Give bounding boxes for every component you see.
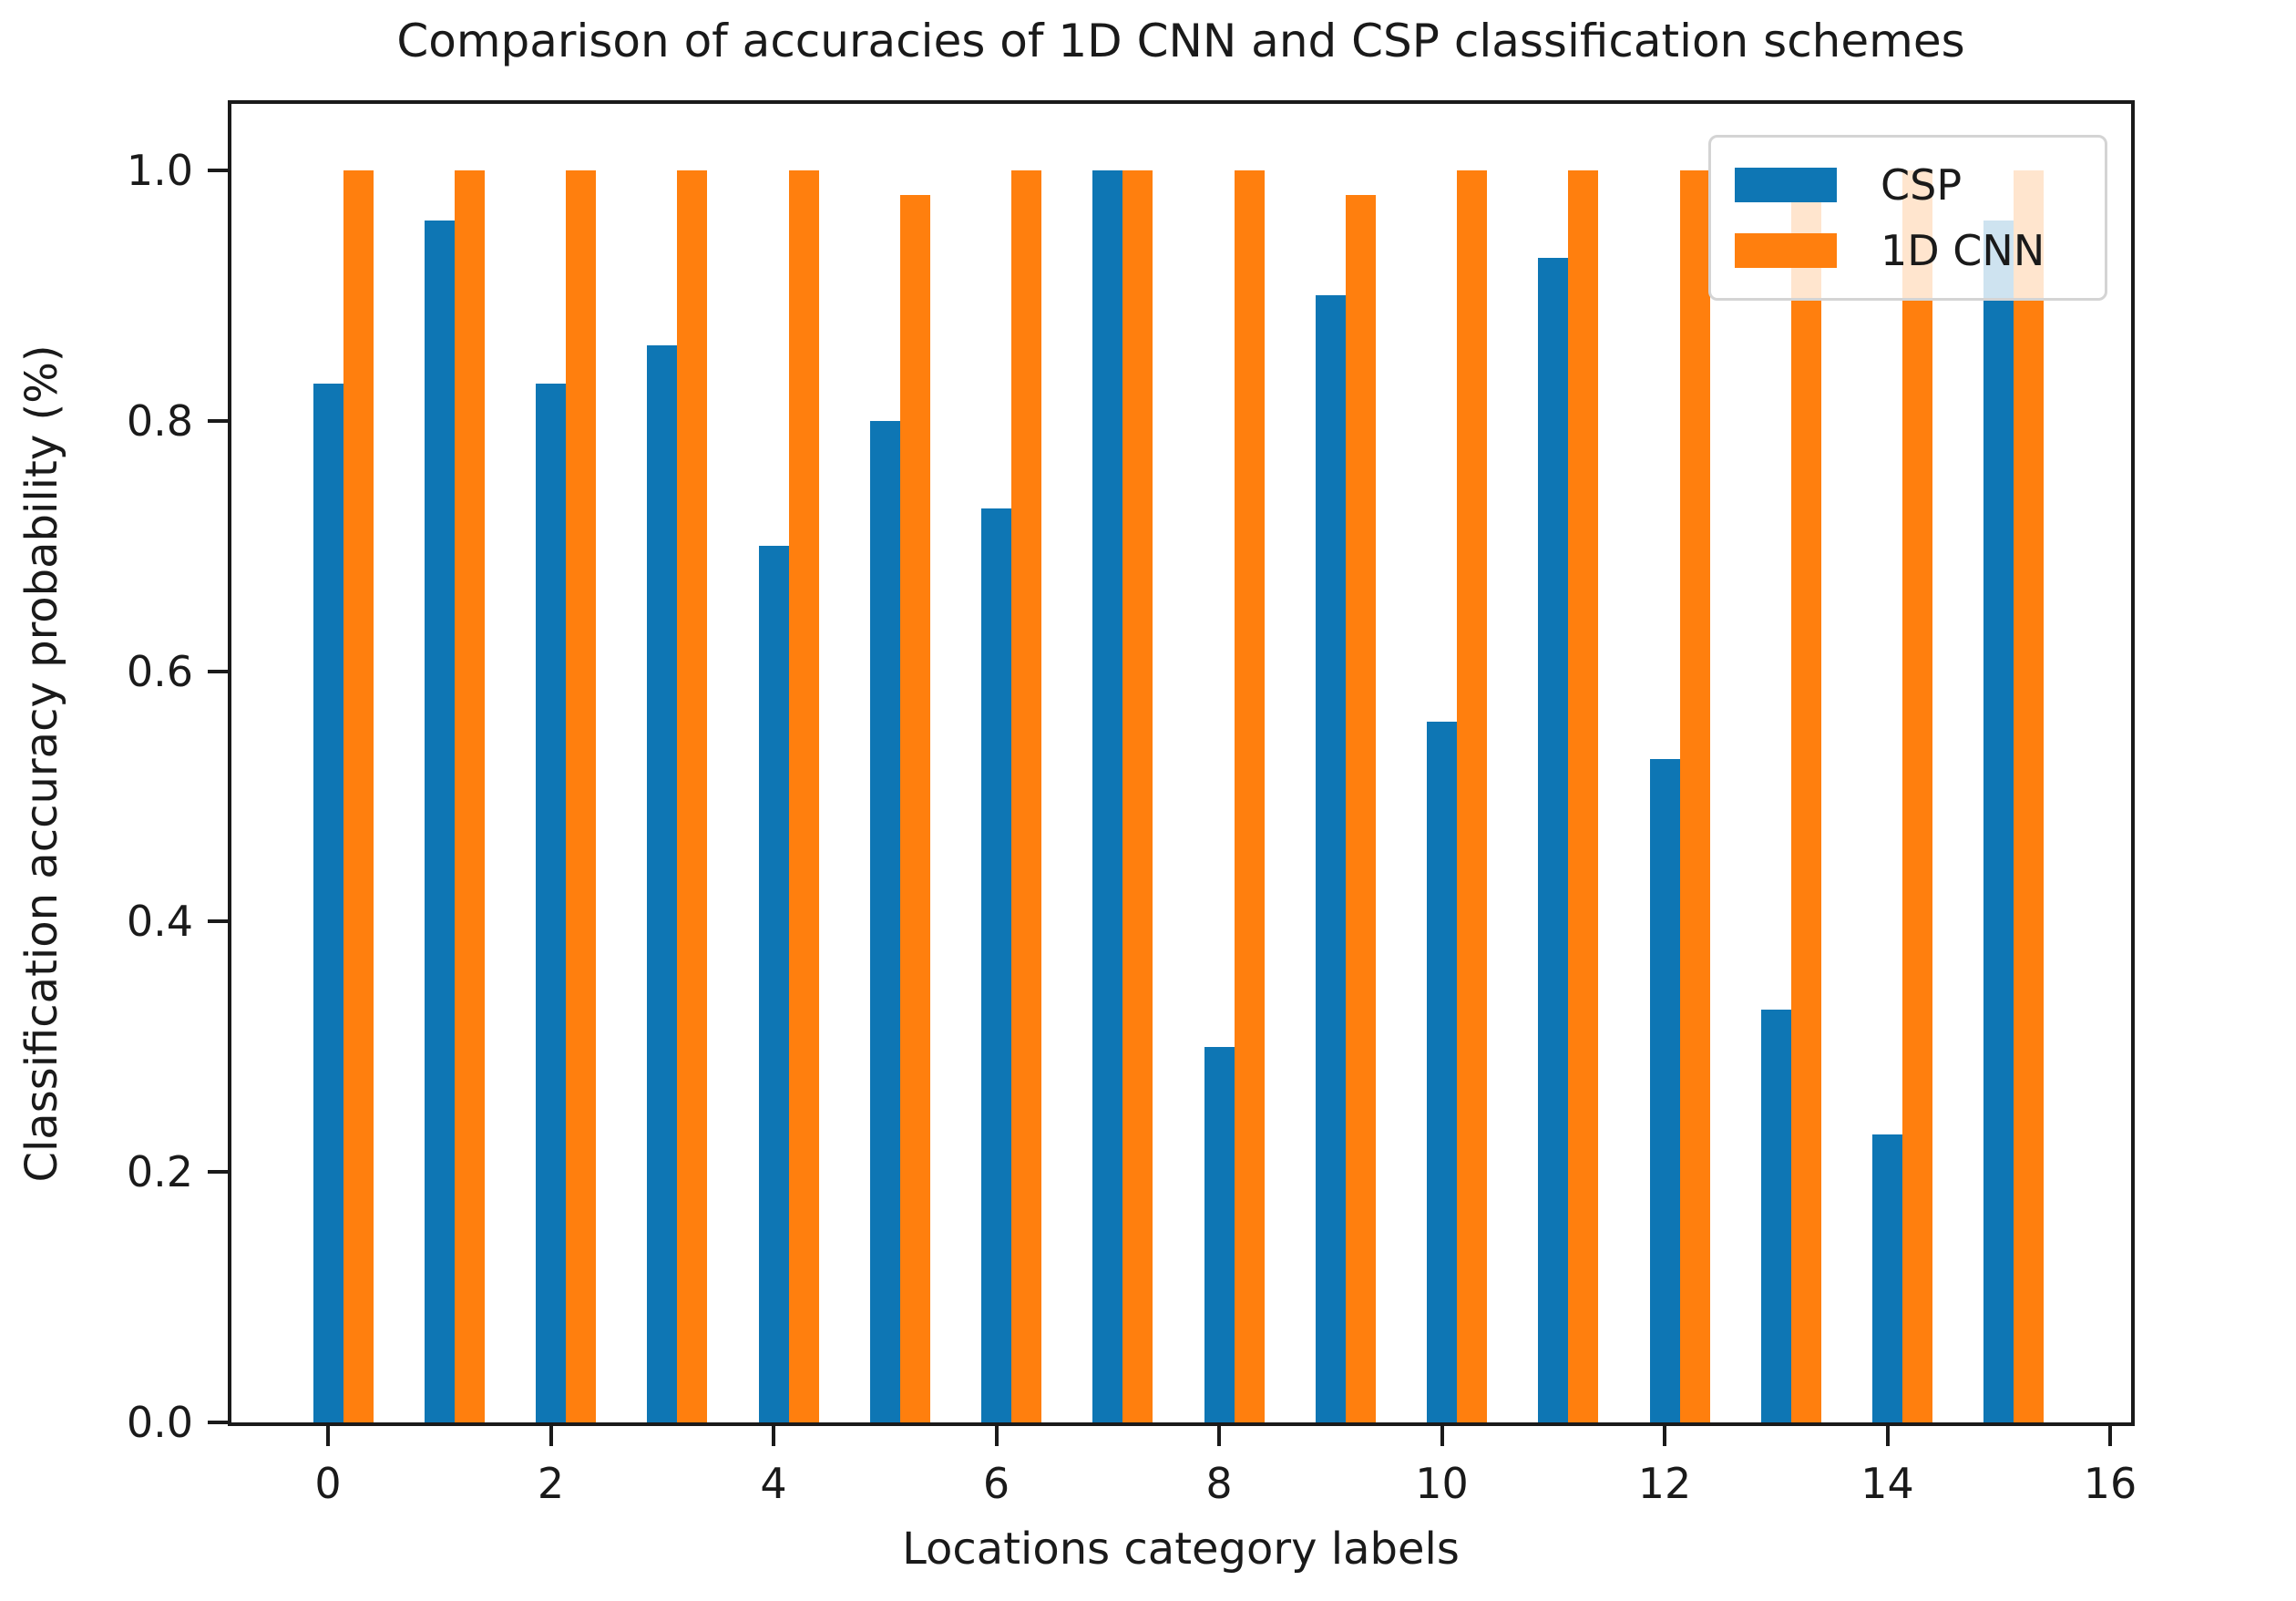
- x-tick-6: [994, 1426, 999, 1446]
- bar-csp-10: [1427, 721, 1457, 1422]
- y-tick-3: [208, 669, 228, 673]
- x-axis-label: Locations category labels: [902, 1524, 1460, 1575]
- x-tick-label-14: 14: [1860, 1459, 1914, 1508]
- x-tick-label-4: 4: [760, 1459, 787, 1508]
- bar-csp-14: [1872, 1134, 1902, 1422]
- bar-1d-cnn-8: [1234, 170, 1265, 1422]
- bar-1d-cnn-15: [2014, 170, 2045, 1422]
- bar-1d-cnn-0: [343, 170, 374, 1422]
- bar-csp-6: [981, 508, 1011, 1422]
- legend-row-csp: CSP: [1711, 160, 2105, 210]
- bar-1d-cnn-12: [1679, 170, 1710, 1422]
- x-tick-16: [2108, 1426, 2112, 1446]
- bar-csp-1: [424, 220, 455, 1422]
- bar-1d-cnn-4: [788, 170, 819, 1422]
- bar-csp-9: [1315, 295, 1346, 1422]
- y-tick-label-3: 0.6: [126, 646, 193, 696]
- legend-row-1d-cnn: 1D CNN: [1711, 226, 2105, 275]
- bar-1d-cnn-2: [566, 170, 596, 1422]
- x-tick-label-0: 0: [314, 1459, 342, 1508]
- x-tick-label-8: 8: [1205, 1459, 1233, 1508]
- x-tick-2: [548, 1426, 553, 1446]
- bar-1d-cnn-10: [1457, 170, 1487, 1422]
- y-tick-label-0: 0.0: [126, 1398, 193, 1447]
- bar-csp-4: [758, 546, 789, 1422]
- x-tick-10: [1440, 1426, 1444, 1446]
- legend-swatch-1d-cnn: [1735, 233, 1837, 269]
- chart-title: Comparison of accuracies of 1D CNN and C…: [396, 15, 1965, 67]
- y-tick-label-4: 0.8: [126, 395, 193, 446]
- y-axis-label: Classification accuracy probability (%): [16, 344, 67, 1183]
- bar-csp-7: [1092, 170, 1123, 1422]
- legend-label-csp: CSP: [1881, 159, 1963, 210]
- bar-1d-cnn-13: [1790, 170, 1821, 1422]
- x-tick-label-2: 2: [537, 1459, 565, 1508]
- bar-1d-cnn-3: [677, 170, 708, 1422]
- bar-1d-cnn-9: [1345, 195, 1376, 1422]
- bar-csp-12: [1649, 758, 1680, 1422]
- x-tick-label-6: 6: [982, 1459, 1010, 1508]
- bar-1d-cnn-7: [1122, 170, 1153, 1422]
- y-tick-4: [208, 418, 228, 423]
- y-tick-label-2: 0.4: [126, 897, 193, 947]
- legend-swatch-csp: [1735, 167, 1837, 202]
- bar-1d-cnn-5: [899, 195, 930, 1422]
- y-tick-1: [208, 1170, 228, 1175]
- bar-csp-8: [1204, 1046, 1235, 1422]
- bar-csp-0: [313, 383, 343, 1422]
- y-tick-label-5: 1.0: [126, 146, 193, 195]
- x-tick-14: [1885, 1426, 1890, 1446]
- bar-csp-2: [536, 383, 566, 1422]
- bar-1d-cnn-14: [1902, 170, 1932, 1422]
- x-tick-0: [326, 1426, 330, 1446]
- x-tick-8: [1217, 1426, 1221, 1446]
- x-tick-label-10: 10: [1415, 1459, 1469, 1508]
- x-tick-label-12: 12: [1637, 1459, 1692, 1508]
- y-tick-2: [208, 919, 228, 924]
- y-tick-5: [208, 169, 228, 172]
- x-tick-label-16: 16: [2083, 1459, 2137, 1508]
- x-tick-4: [772, 1426, 775, 1446]
- legend: CSP 1D CNN: [1708, 135, 2107, 301]
- x-tick-12: [1663, 1426, 1666, 1446]
- bar-csp-15: [1983, 220, 2014, 1422]
- legend-label-1d-cnn: 1D CNN: [1881, 226, 2045, 276]
- y-tick-0: [208, 1421, 228, 1424]
- bar-1d-cnn-1: [454, 170, 485, 1422]
- bar-1d-cnn-11: [1568, 170, 1599, 1422]
- y-tick-label-1: 0.2: [126, 1147, 193, 1197]
- bar-csp-3: [647, 345, 678, 1422]
- bar-csp-11: [1538, 258, 1569, 1422]
- bar-csp-13: [1760, 1009, 1791, 1422]
- bar-csp-5: [869, 420, 900, 1422]
- bar-1d-cnn-6: [1011, 170, 1041, 1422]
